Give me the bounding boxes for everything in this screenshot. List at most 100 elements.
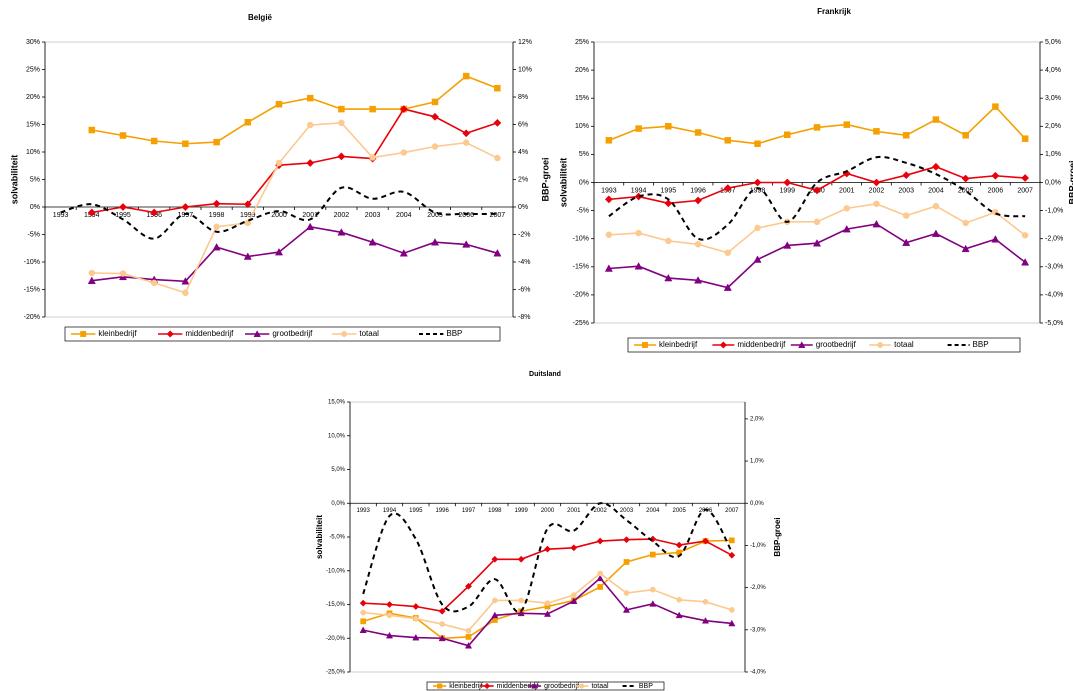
y-tick-label: -25,0% <box>326 670 346 676</box>
y-tick-label: -5% <box>577 207 589 214</box>
plot-area <box>349 401 746 673</box>
x-tick-label: 2005 <box>958 187 974 194</box>
data-point <box>623 559 630 565</box>
data-point <box>728 537 735 544</box>
x-tick-label: 1998 <box>209 212 225 219</box>
x-tick-label: 2007 <box>725 508 739 514</box>
data-point <box>728 551 736 559</box>
data-point <box>88 269 96 277</box>
data-point <box>182 140 189 147</box>
legend-marker <box>719 341 727 349</box>
data-point <box>493 249 502 257</box>
x-tick-label: 1995 <box>409 508 423 514</box>
legend-label: middenbedrijf <box>737 340 786 349</box>
data-point <box>605 137 613 144</box>
data-point <box>649 551 656 558</box>
data-point <box>635 229 642 237</box>
data-point <box>431 98 439 106</box>
data-point <box>337 228 346 236</box>
y-tick-label: 0,0% <box>331 501 345 507</box>
y2-tick-label: 6% <box>518 121 528 128</box>
data-point <box>812 239 822 247</box>
data-point <box>604 195 613 204</box>
y2-tick-label: -4% <box>518 259 530 266</box>
x-tick-label: 1999 <box>514 508 528 514</box>
legend-label: grootbedrijf <box>544 683 579 690</box>
data-point <box>873 128 880 135</box>
y2-tick-label: 0% <box>518 204 528 211</box>
legend-label: BBP <box>973 340 989 349</box>
data-point <box>462 240 471 248</box>
legend-label: kleinbedrijf <box>98 329 137 338</box>
data-point <box>544 600 551 607</box>
y-axis-label: solvabiliteit <box>9 155 19 205</box>
data-point <box>412 615 419 622</box>
y2-axis-label: BBP-groei <box>773 517 782 556</box>
data-point <box>400 149 408 156</box>
y2-tick-label: -2% <box>518 231 530 238</box>
y2-axis-label: BBP-groei <box>540 157 550 201</box>
data-point <box>754 224 761 232</box>
data-point <box>702 598 709 605</box>
y2-tick-label: 2% <box>518 176 528 183</box>
data-point <box>337 152 346 161</box>
data-point <box>544 545 551 553</box>
y2-axis-label: BBP-groei <box>1067 160 1073 204</box>
y2-tick-label: -1,0% <box>750 543 766 549</box>
series-line <box>91 75 498 145</box>
y2-tick-label: 1,0% <box>750 459 764 465</box>
legend-marker <box>877 342 884 348</box>
y-tick-label: -15% <box>573 264 589 271</box>
x-tick-label: 2004 <box>928 187 944 194</box>
data-point <box>369 105 376 113</box>
data-point <box>462 72 470 80</box>
y-axis-label: solvabiliteit <box>315 515 324 559</box>
data-point <box>243 200 252 209</box>
y-tick-label: -15% <box>24 286 40 293</box>
data-point <box>306 159 315 167</box>
x-tick-label: 2001 <box>839 187 855 194</box>
series-line <box>91 122 498 294</box>
data-point <box>438 634 446 642</box>
data-point <box>675 541 683 549</box>
data-point <box>212 243 221 251</box>
y-tick-label: 10% <box>26 149 40 156</box>
legend-label: grootbedrijf <box>816 340 857 349</box>
data-point <box>306 94 314 102</box>
y-tick-label: 25% <box>26 66 40 73</box>
y-tick-label: -10% <box>573 236 589 243</box>
data-point <box>902 132 910 139</box>
data-point <box>465 627 472 634</box>
y-tick-label: -20% <box>573 292 589 299</box>
data-point <box>494 154 501 162</box>
x-tick-label: 2000 <box>271 212 287 219</box>
data-point <box>962 219 969 227</box>
x-tick-label: 2003 <box>620 508 634 514</box>
x-tick-label: 2005 <box>427 212 443 219</box>
data-point <box>213 223 220 231</box>
data-point <box>728 607 735 613</box>
legend-label: BBP <box>639 683 653 690</box>
data-point <box>87 208 96 217</box>
y2-tick-label: 10% <box>518 66 532 73</box>
data-point <box>623 590 630 596</box>
data-point <box>783 241 792 249</box>
series-line <box>91 108 498 214</box>
y2-tick-label: -3,0% <box>750 627 766 633</box>
y2-tick-label: 2,0% <box>1045 123 1061 130</box>
x-tick-label: 1993 <box>601 187 617 194</box>
y-tick-label: 20% <box>26 94 40 101</box>
legend-label: totaal <box>894 340 914 349</box>
x-tick-label: 2005 <box>672 508 686 514</box>
data-point <box>119 270 127 277</box>
y-tick-label: 15% <box>26 121 40 128</box>
data-point <box>728 619 736 627</box>
data-point <box>664 199 673 208</box>
legend-label: totaal <box>591 683 609 690</box>
data-point <box>723 283 732 291</box>
data-point <box>181 277 190 285</box>
data-point <box>306 222 315 231</box>
data-point <box>962 132 969 139</box>
data-point <box>462 129 471 138</box>
